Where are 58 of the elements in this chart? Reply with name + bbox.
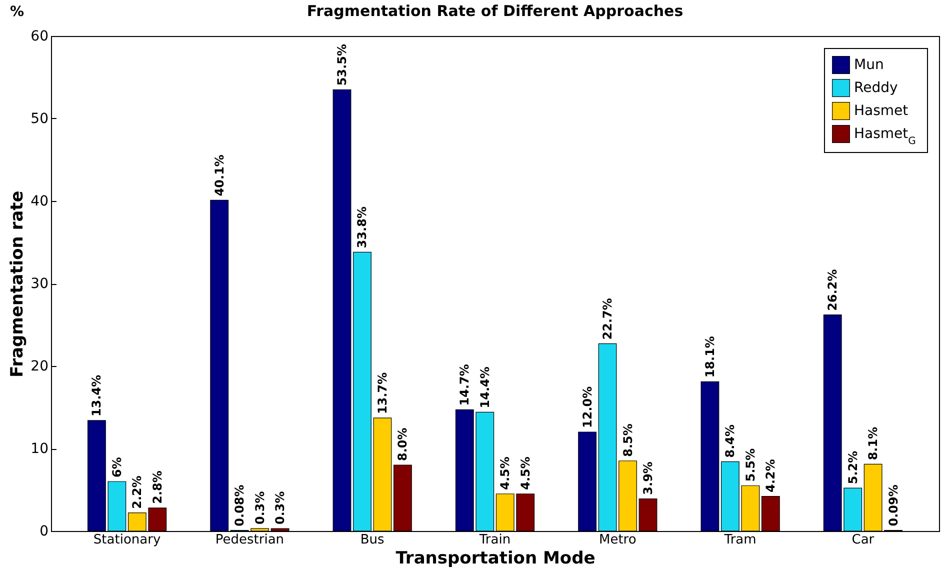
data-label: 40.1% xyxy=(212,154,226,196)
data-label: 26.2% xyxy=(826,269,840,311)
data-label: 0.3% xyxy=(252,491,267,525)
y-axis-title: Fragmentation rate xyxy=(8,190,28,378)
data-label: 14.4% xyxy=(478,366,492,408)
data-label: 2.2% xyxy=(130,476,144,509)
x-tick-label: Tram xyxy=(723,532,756,548)
data-label: 3.9% xyxy=(641,462,655,495)
y-tick-label: 10 xyxy=(30,441,48,457)
bar xyxy=(761,496,780,532)
bar xyxy=(393,464,412,532)
x-tick-label: Car xyxy=(852,532,875,548)
y-tick-label: 20 xyxy=(30,358,48,374)
legend-label: Hasmet xyxy=(854,103,909,119)
data-label: 4.5% xyxy=(498,456,512,490)
y-tick-label: 0 xyxy=(40,524,48,540)
data-label: 12.0% xyxy=(580,386,594,428)
data-label: 13.7% xyxy=(375,372,390,414)
data-label: 22.7% xyxy=(600,298,615,340)
y-tick-label: 60 xyxy=(30,28,48,44)
data-label: 8.5% xyxy=(620,424,635,457)
legend-label: Reddy xyxy=(854,80,898,96)
bar xyxy=(638,498,658,532)
y-tick-label: 40 xyxy=(30,194,48,210)
data-label: 6% xyxy=(110,457,124,478)
data-label: 8.1% xyxy=(866,426,880,460)
data-label: 53.5% xyxy=(335,44,349,86)
data-label: 2.8% xyxy=(150,470,164,504)
data-label: 14.7% xyxy=(458,364,472,406)
y-tick-label: 50 xyxy=(30,111,48,127)
x-axis-title: Transportation Mode xyxy=(396,548,596,568)
data-label: 4.2% xyxy=(764,459,778,492)
bar xyxy=(700,381,720,532)
legend-label: Mun xyxy=(854,57,884,73)
chart-title: Fragmentation Rate of Different Approaches xyxy=(306,2,684,20)
x-tick-label: Train xyxy=(478,532,511,548)
data-label: 8.4% xyxy=(723,424,738,458)
x-tick-label: Metro xyxy=(598,532,636,548)
data-label: 0.3% xyxy=(273,491,288,525)
data-label: 0.09% xyxy=(886,484,900,526)
text: % xyxy=(10,4,24,20)
data-label: 18.1% xyxy=(702,336,717,378)
data-label: 4.5% xyxy=(518,456,532,490)
data-label: 33.8% xyxy=(355,206,370,248)
x-tick-label: Pedestrian xyxy=(215,532,284,548)
data-label: 8.0% xyxy=(396,428,410,461)
data-label: 5.2% xyxy=(846,450,860,484)
bar xyxy=(332,89,352,532)
legend-label: Hasmet$_{G}$ xyxy=(854,126,916,146)
y-tick-label: 30 xyxy=(30,276,48,292)
bar xyxy=(210,200,229,532)
data-label: 0.08% xyxy=(232,484,247,526)
data-label: 5.5% xyxy=(743,448,758,482)
x-tick-label: Bus xyxy=(360,532,385,548)
bar xyxy=(578,432,597,532)
x-tick-label: Stationary xyxy=(93,532,161,548)
bar xyxy=(270,528,290,532)
data-label: 13.4% xyxy=(90,374,104,416)
